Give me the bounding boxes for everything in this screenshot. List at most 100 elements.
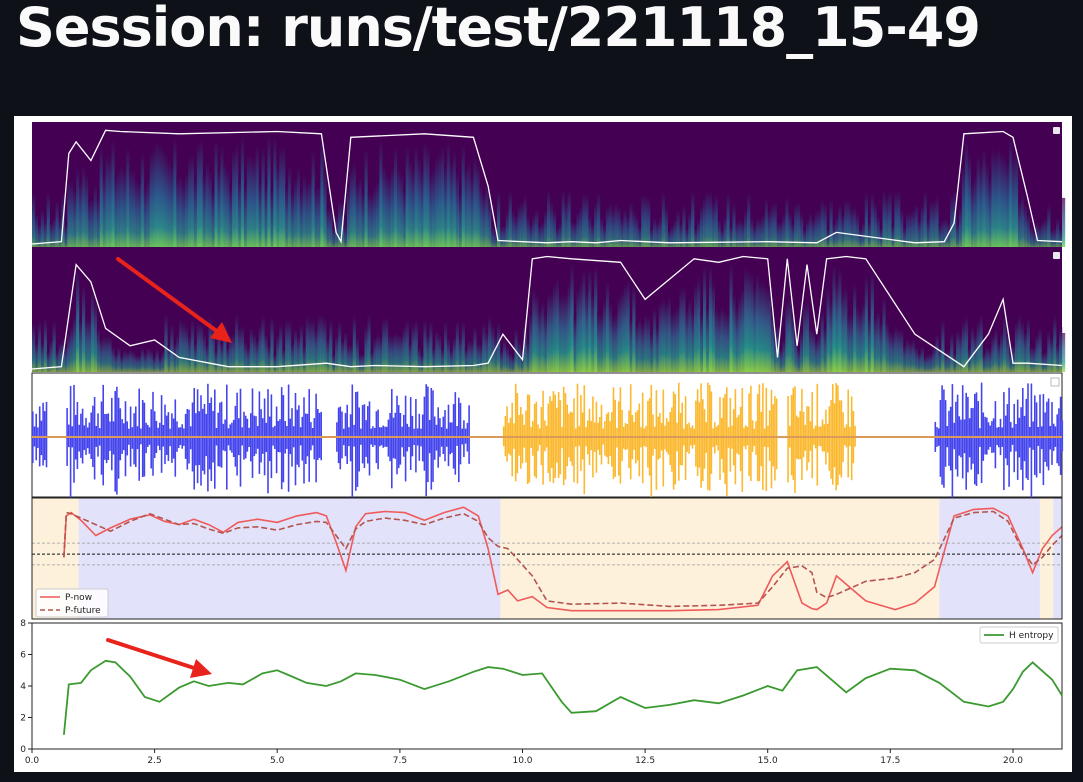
- spectrogram-column: [885, 196, 889, 247]
- waveform-bar: [738, 414, 740, 455]
- spectrogram-column: [79, 319, 83, 372]
- spectrogram-column: [806, 301, 810, 372]
- waveform-bar: [748, 393, 750, 477]
- waveform-bar: [583, 385, 586, 494]
- spectrogram-b-envelope-line: [31, 255, 1063, 370]
- spectrogram-column: [694, 227, 698, 247]
- spectrogram-column: [208, 170, 212, 247]
- spectrogram-column: [1062, 197, 1066, 247]
- spectrogram-column: [529, 224, 533, 247]
- spectrogram-column: [597, 192, 601, 247]
- spectrogram-column: [373, 186, 377, 247]
- spectrogram-column: [761, 281, 765, 372]
- spectrogram-column: [1000, 152, 1004, 247]
- spectrogram-column: [258, 181, 262, 247]
- waveform-bar: [111, 397, 113, 471]
- spectrogram-column: [938, 224, 942, 247]
- spectrogram-column: [903, 344, 907, 372]
- spectrogram-a-envelope-line: [31, 129, 1063, 245]
- spectrogram-column: [670, 312, 674, 372]
- waveform-bar: [984, 416, 986, 455]
- waveform-bar: [760, 411, 762, 467]
- spectrogram-column: [446, 142, 451, 247]
- spectrogram-column: [52, 321, 56, 372]
- spectrogram-column: [329, 320, 333, 372]
- waveform-bar: [590, 420, 592, 451]
- spectrogram-column: [638, 317, 642, 372]
- spectrogram-column: [714, 307, 718, 372]
- spectrogram-column: [467, 161, 471, 247]
- waveform-bar: [102, 384, 104, 486]
- vad-legend-p-now: P-now: [65, 593, 92, 603]
- spectrogram-column: [417, 347, 421, 372]
- spectrogram-column: [861, 222, 866, 247]
- spectrogram-column: [991, 335, 995, 372]
- p-now-line: [63, 506, 1063, 612]
- spectrogram-column: [850, 208, 854, 247]
- spectrogram-column: [167, 159, 171, 247]
- spectrogram-column: [394, 146, 398, 247]
- spectrogram-column: [576, 212, 580, 247]
- waveform-bar: [956, 394, 959, 477]
- spectrogram-column: [1023, 331, 1027, 372]
- waveform-bar: [816, 383, 819, 486]
- spectrogram-column: [608, 303, 612, 372]
- spectrogram-column: [864, 276, 868, 372]
- spectrogram-column: [576, 289, 580, 372]
- spectrogram-column: [853, 283, 857, 372]
- spectrogram-column: [411, 168, 415, 247]
- spectrogram-column: [435, 330, 439, 372]
- spectrogram-column: [132, 351, 136, 372]
- spectrogram-column: [853, 206, 857, 247]
- waveform-bar: [605, 413, 608, 458]
- spectrogram-column: [844, 287, 848, 372]
- spectrogram-column: [293, 179, 298, 247]
- spectrogram-column: [193, 180, 198, 247]
- spectrogram-column: [582, 193, 586, 247]
- spectrogram-column: [876, 311, 880, 372]
- spectrogram-column: [538, 225, 542, 247]
- spectrogram-column: [267, 345, 271, 372]
- spectrogram-column: [217, 329, 221, 372]
- spectrogram-column: [623, 208, 627, 247]
- waveform-bar: [729, 397, 732, 472]
- spectrogram-column: [238, 327, 242, 372]
- spectrogram-column: [264, 184, 268, 247]
- p-future-line: [63, 510, 1063, 608]
- spectrogram-column: [888, 329, 892, 372]
- spectrogram-column: [909, 211, 913, 247]
- waveform-bar: [847, 389, 849, 478]
- spectrogram-column: [37, 224, 42, 247]
- waveform-bar: [614, 399, 616, 477]
- spectrogram-column: [817, 209, 821, 247]
- waveform-bar: [629, 384, 632, 480]
- waveform-bar: [391, 389, 393, 489]
- spectrogram-column: [629, 318, 633, 372]
- spectrogram-column: [170, 324, 174, 372]
- waveform-bar: [794, 386, 796, 494]
- spectrogram-column: [753, 286, 757, 372]
- spectrogram-column: [644, 314, 648, 372]
- spectrogram-column: [858, 228, 863, 247]
- spectrogram-column: [291, 191, 295, 247]
- spectrogram-column: [52, 218, 56, 247]
- waveform-bar: [951, 384, 954, 499]
- spectrogram-column: [620, 218, 624, 247]
- waveform-bar: [353, 424, 355, 447]
- x-tick-label: 20.0: [1003, 756, 1023, 766]
- waveform-bar: [1006, 404, 1009, 466]
- waveform-bar: [160, 395, 163, 473]
- waveform-bar: [275, 406, 278, 474]
- waveform-bar: [317, 409, 319, 460]
- spectrogram-column: [429, 172, 433, 247]
- vad-legend: P-now P-future: [35, 588, 109, 618]
- waveform-bar: [638, 403, 641, 477]
- waveform-bar: [571, 412, 574, 466]
- waveform-bar: [344, 413, 347, 457]
- spectrogram-column: [76, 270, 80, 372]
- waveform-bar: [792, 387, 795, 481]
- waveform-bar: [219, 402, 221, 467]
- waveform-bar: [647, 400, 649, 468]
- waveform-bar: [667, 421, 670, 455]
- spectrogram-column: [482, 323, 486, 372]
